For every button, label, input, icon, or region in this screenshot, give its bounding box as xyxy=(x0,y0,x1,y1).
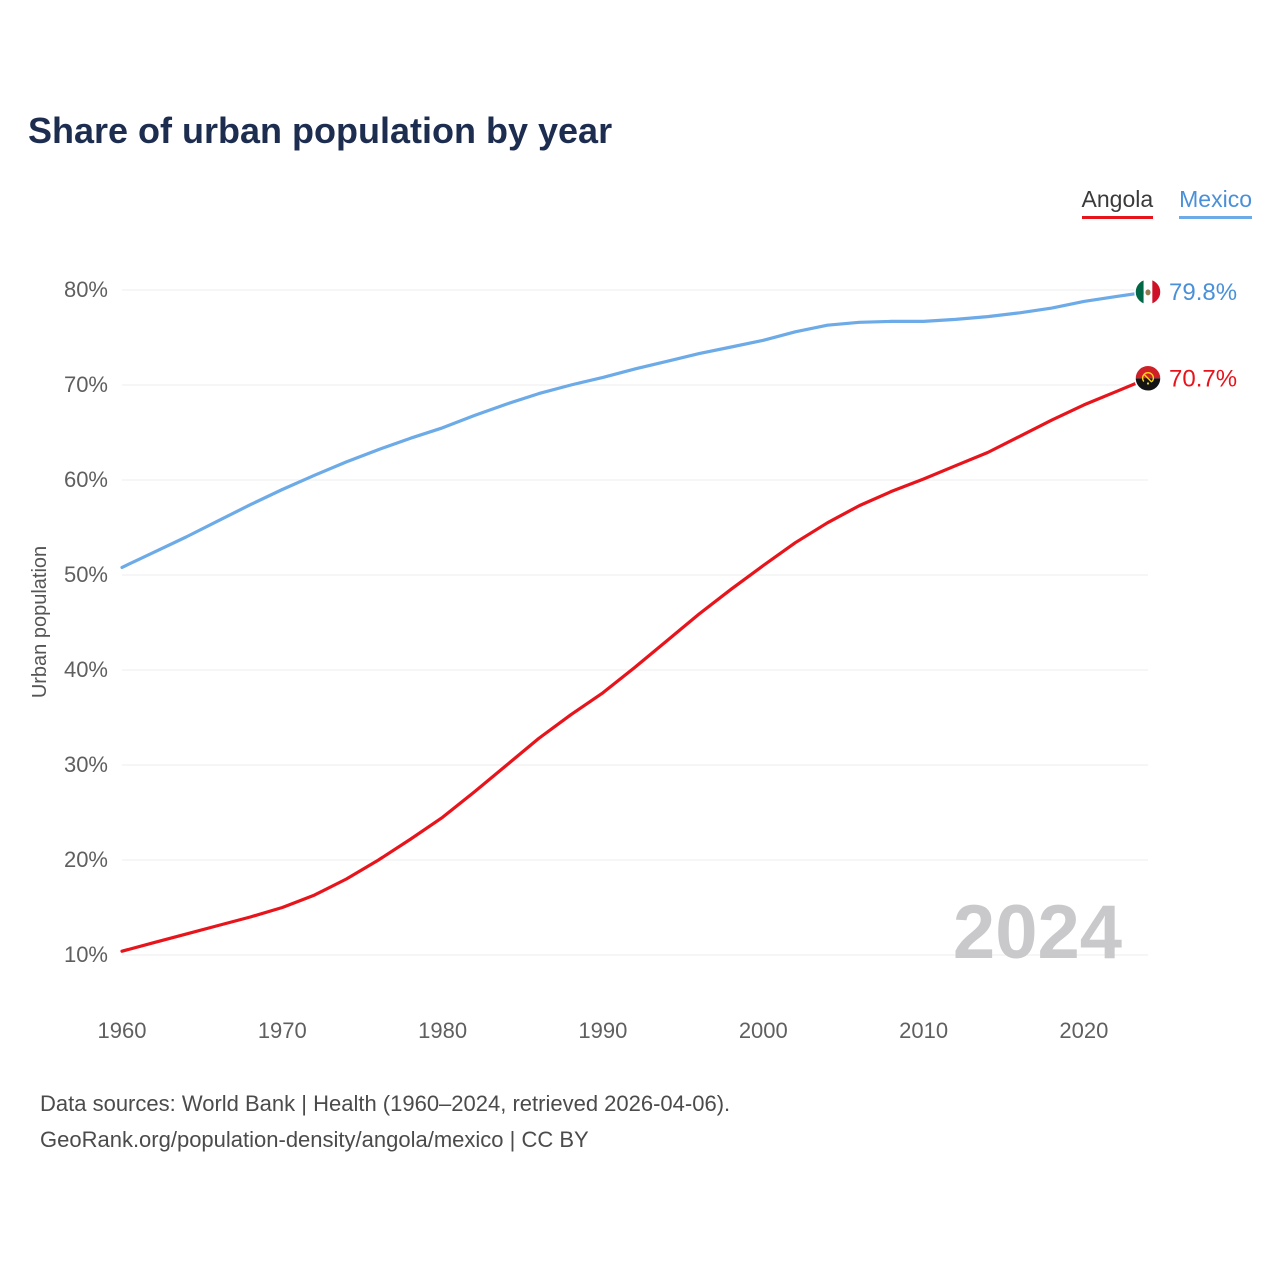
x-tick-label: 1970 xyxy=(258,1018,307,1043)
footer: Data sources: World Bank | Health (1960–… xyxy=(40,1086,730,1158)
x-tick-label: 2010 xyxy=(899,1018,948,1043)
legend-label-angola: Angola xyxy=(1081,186,1154,212)
end-marker-mexico xyxy=(1134,278,1162,306)
footer-sources: Data sources: World Bank | Health (1960–… xyxy=(40,1091,731,1116)
y-tick-label: 60% xyxy=(64,467,108,492)
legend-label-mexico: Mexico xyxy=(1179,186,1252,212)
y-tick-label: 80% xyxy=(64,277,108,302)
x-tick-label: 1990 xyxy=(578,1018,627,1043)
y-axis-label: Urban population xyxy=(29,546,51,698)
y-tick-label: 20% xyxy=(64,847,108,872)
y-tick-label: 30% xyxy=(64,752,108,777)
y-tick-label: 50% xyxy=(64,562,108,587)
x-tick-label: 1980 xyxy=(418,1018,467,1043)
angola-flag-icon xyxy=(1134,364,1162,393)
chart-title: Share of urban population by year xyxy=(28,110,613,151)
x-tick-label: 2020 xyxy=(1059,1018,1108,1043)
x-tick-label: 2000 xyxy=(739,1018,788,1043)
end-value-angola: 70.7% xyxy=(1169,365,1237,392)
x-tick-label: 1960 xyxy=(98,1018,147,1043)
y-tick-label: 40% xyxy=(64,657,108,682)
end-value-mexico: 79.8% xyxy=(1169,279,1237,306)
mexico-flag-icon xyxy=(1134,278,1162,306)
legend-item-angola[interactable]: Angola xyxy=(1081,186,1154,219)
watermark-year: 2024 xyxy=(953,890,1122,975)
footer-link: GeoRank.org/population-density/angola/me… xyxy=(40,1127,589,1152)
legend-item-mexico[interactable]: Mexico xyxy=(1179,186,1252,219)
y-tick-label: 70% xyxy=(64,372,108,397)
legend: Angola Mexico xyxy=(1081,186,1252,219)
y-tick-label: 10% xyxy=(64,942,108,967)
end-marker-angola xyxy=(1134,364,1162,393)
series-line-angola xyxy=(120,376,1150,953)
line-chart-svg: 10% 20% 30% 40% 50% 60% 70% 80% 1960 1970 1980 1990… xyxy=(29,277,1237,1043)
series-line-mexico xyxy=(120,290,1150,569)
